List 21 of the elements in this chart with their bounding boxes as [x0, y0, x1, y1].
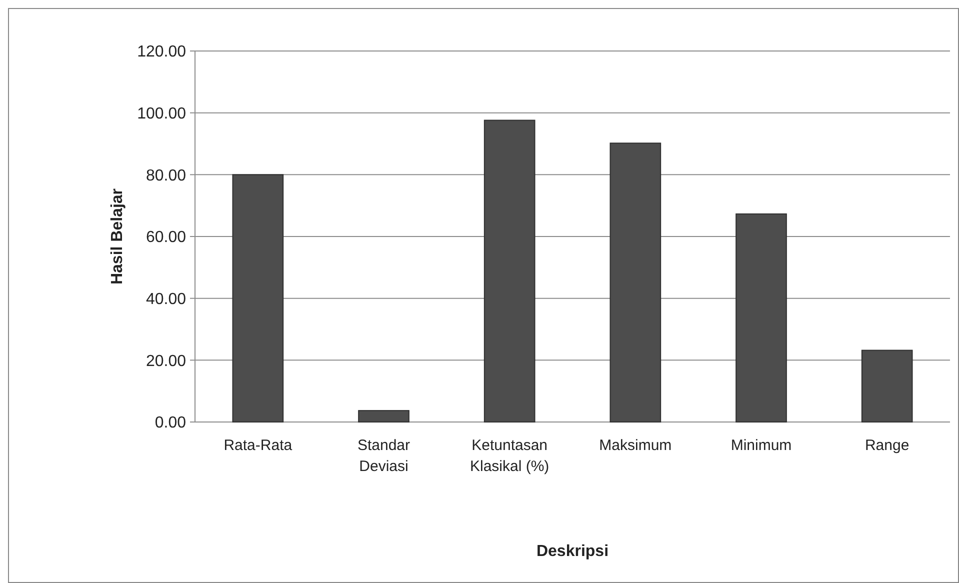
y-tick-label: 60.00	[146, 229, 186, 246]
y-axis-title: Hasil Belajar	[109, 188, 126, 285]
x-axis-title: Deskripsi	[536, 543, 609, 560]
y-tick-label: 80.00	[146, 167, 186, 184]
bar	[861, 350, 913, 422]
bar	[610, 142, 662, 422]
y-tick-label: 120.00	[137, 44, 186, 61]
x-tick-label: Ketuntasan Klasikal (%)	[470, 437, 550, 475]
x-tick-label: Standar Deviasi	[357, 437, 410, 475]
x-tick-label: Rata-Rata	[224, 437, 293, 454]
x-tick-label: Range	[864, 437, 910, 454]
y-tick-label: 0.00	[154, 414, 186, 432]
bar	[232, 174, 284, 422]
x-tick-label: Maksimum	[599, 437, 672, 454]
x-tick-label: Minimum	[730, 437, 792, 454]
y-tick-label: 100.00	[137, 105, 186, 122]
bar	[736, 213, 787, 422]
y-tick-label: 40.00	[146, 290, 186, 308]
bar	[358, 410, 410, 422]
y-tick-label: 20.00	[146, 352, 186, 370]
bar	[484, 120, 536, 422]
